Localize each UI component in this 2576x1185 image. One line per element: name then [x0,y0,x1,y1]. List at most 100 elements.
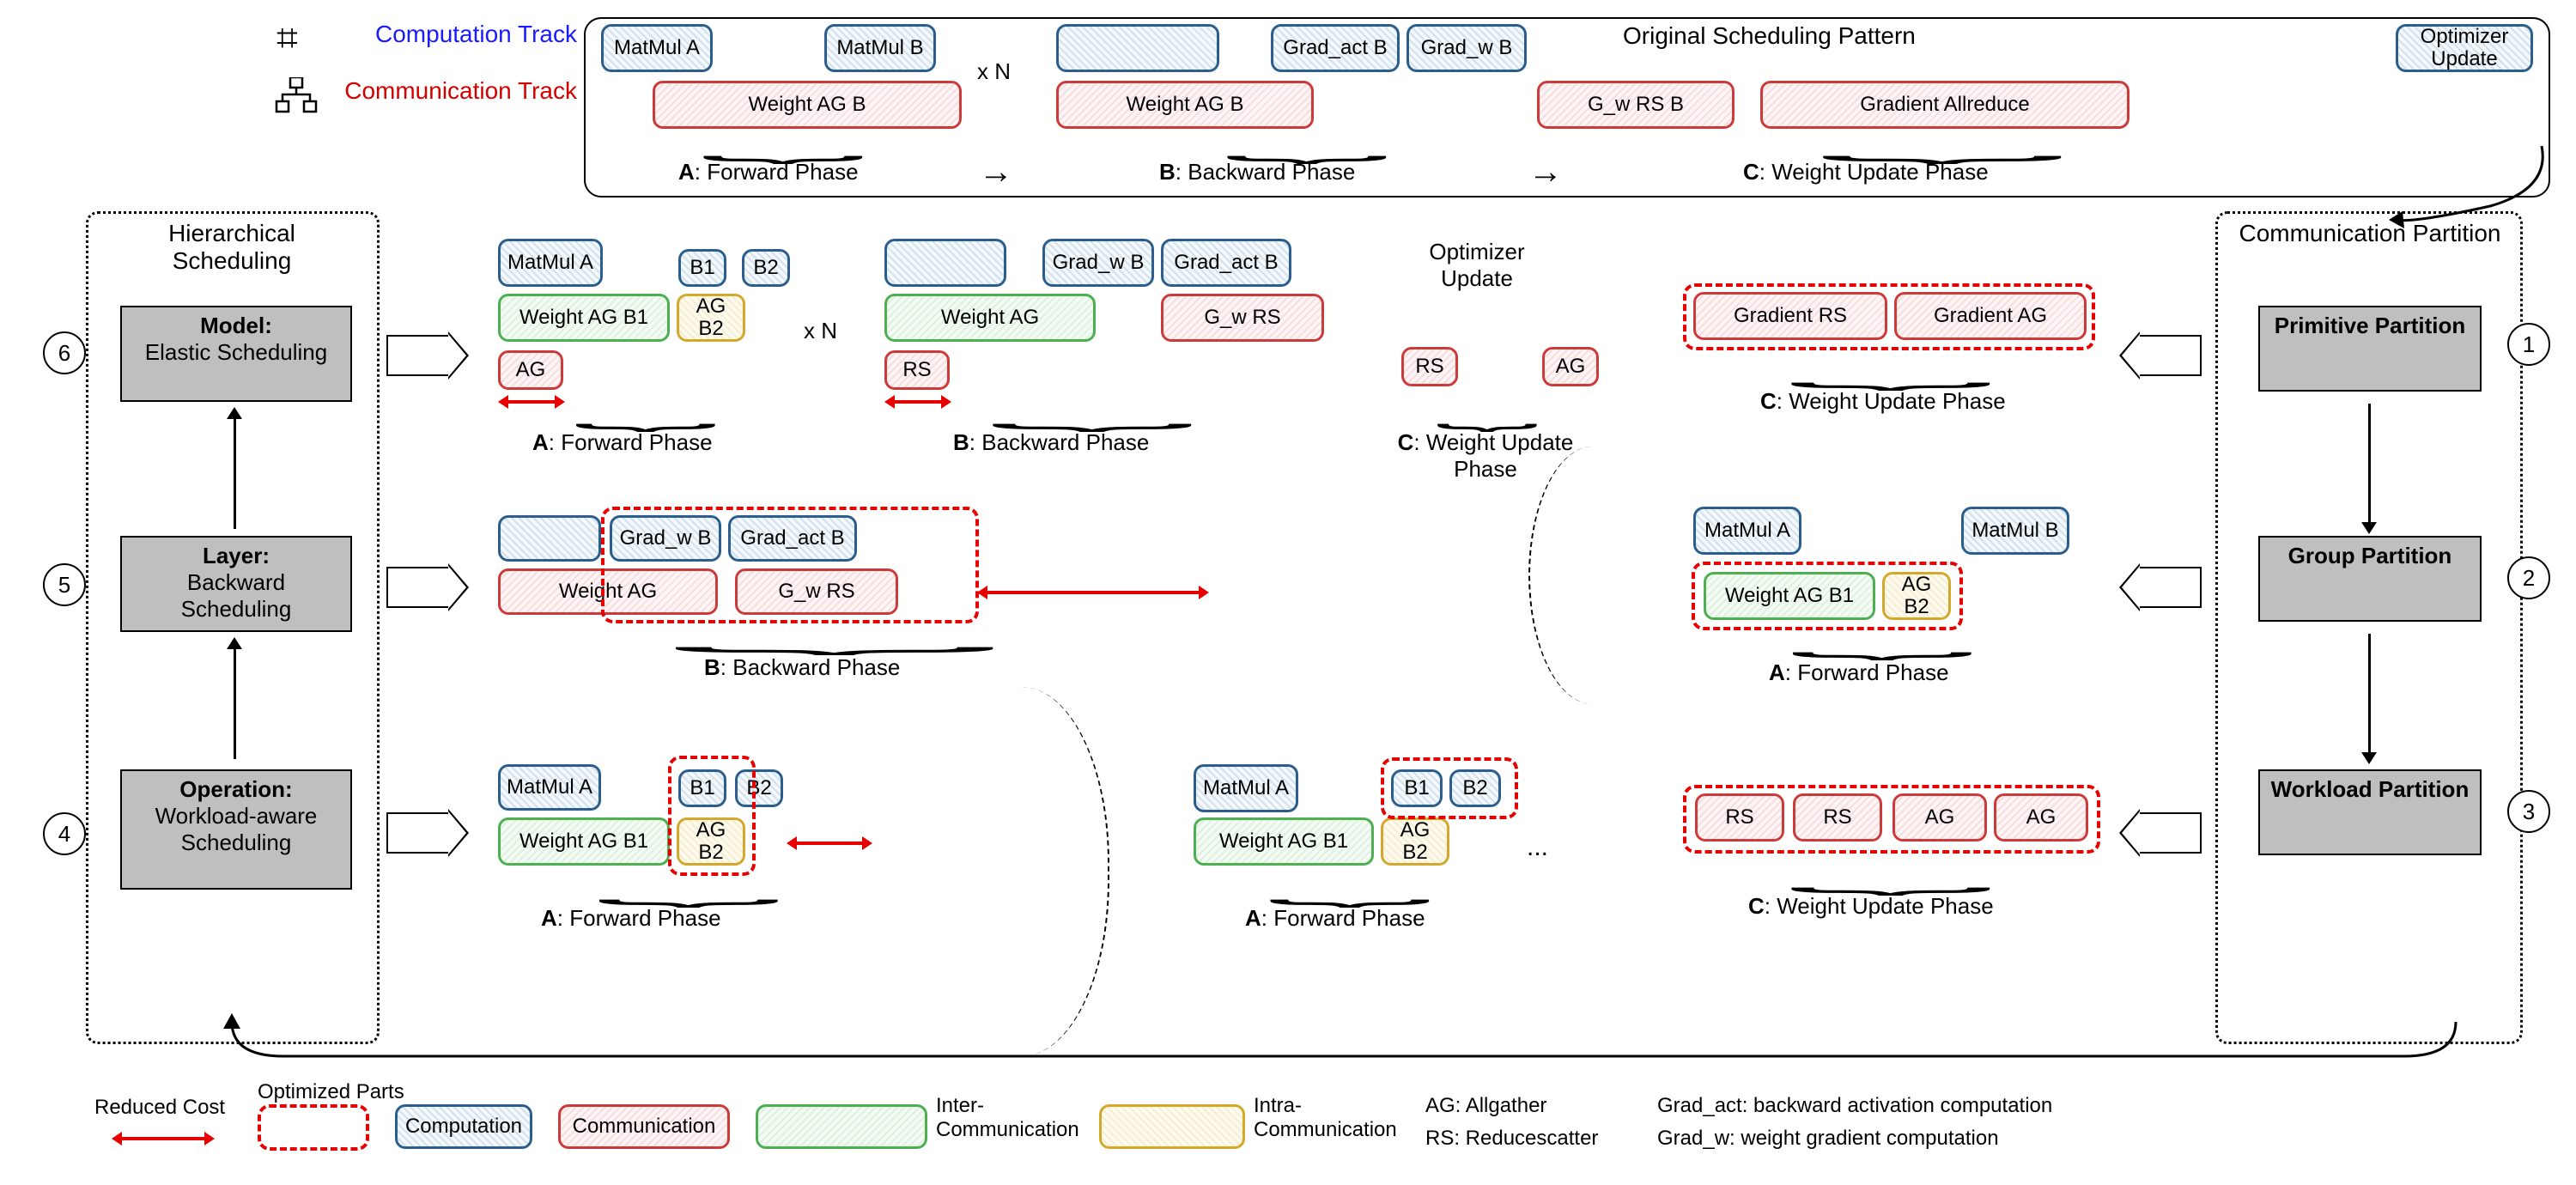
r3r-ag2: AG [1994,793,2088,842]
r1-pa: A: Forward Phase [532,429,713,456]
brace-icon: ⏟ [1224,124,1389,162]
leg-reduced: Reduced Cost [94,1096,225,1120]
brace-icon: ⏟ [574,392,718,430]
leg-comp: Computation [395,1104,532,1149]
brace-icon: ⏟ [1788,350,1994,389]
layer-box: Layer:Backward Scheduling [120,536,352,632]
r3r-ag1: AG [1893,793,1987,842]
left-panel-title: Hierarchical Scheduling [146,220,318,275]
brace-icon: ⏟ [1819,124,2066,162]
r1-pb: B: Backward Phase [953,429,1149,456]
orig-comp-blank [1056,24,1219,72]
r1-ag-b2: AG B2 [677,294,745,342]
r3l-matmul-a: MatMul A [498,764,601,811]
redcost [986,591,1200,594]
orig-phase-b: B: Backward Phase [1159,159,1355,185]
leg-intra [1099,1104,1245,1149]
orig-grad-w: Grad_w B [1406,24,1527,72]
leg-opt-t: Optimized Parts [258,1080,404,1104]
r3m-wag-b1: Weight AG B1 [1194,817,1374,866]
orig-grad-act: Grad_act B [1271,24,1400,72]
track-comp-label: Computation Track [319,21,577,48]
flow-arrow [2387,137,2559,232]
r1-b1: B1 [678,249,726,287]
r3r-rs1: RS [1695,793,1784,842]
opt-dash [668,756,756,876]
redcost [893,400,943,404]
leg-gact: Grad_act: backward activation computatio… [1657,1094,2052,1118]
r1-pc2: C: Weight Update Phase [1760,388,2006,415]
r3r-rs2: RS [1793,793,1882,842]
circle-4: 4 [43,812,86,855]
brace-icon: ⏟ [670,615,999,653]
track-comm-label: Communication Track [319,77,577,105]
orig-phase-a: A: Forward Phase [678,159,859,185]
vline [2368,404,2371,524]
r1-ag2: AG [1542,347,1599,386]
opt-dash [1381,757,1518,819]
leg-intra-t: Intra-Communication [1254,1094,1425,1142]
orig-opt-upd: Optimizer Update [2396,24,2533,72]
r1-ag: AG [498,350,563,390]
leg-redcost [120,1137,206,1140]
opt-dash [601,507,979,623]
r3l-wag-b1: Weight AG B1 [498,817,670,866]
r2l-phase: B: Backward Phase [704,654,900,681]
brace-icon: ⏟ [989,392,1195,430]
r1-wag: Weight AG [884,294,1096,342]
r1-gradrs: Gradient RS [1693,292,1887,340]
circle-5: 5 [43,563,86,606]
leg-ag: AG: Allgather [1425,1094,1546,1118]
brace-icon: ⏟ [701,124,866,162]
vline [234,417,236,529]
arrow-icon: → [979,153,1013,191]
workload-box: Workload Partition [2258,769,2482,855]
redcost [795,842,864,845]
vline [2368,634,2371,754]
chip-icon: ⌗ [276,17,298,60]
orig-gwrs: G_w RS B [1537,81,1735,129]
r1-gradact: Grad_act B [1161,239,1291,287]
r1-gradw: Grad_w B [1042,239,1154,287]
r1-gradag: Gradient AG [1894,292,2087,340]
arrow-icon [2138,335,2202,376]
r1-gwrs: G_w RS [1161,294,1324,342]
primitive-box: Primitive Partition [2258,306,2482,392]
orig-title: Original Scheduling Pattern [1623,22,1916,50]
circle-1: 1 [2507,323,2550,366]
flow-arrow [86,893,2542,1065]
r1-rs: RS [884,350,950,390]
leg-opt [258,1104,369,1151]
arrow-icon [386,335,450,376]
network-icon [275,77,318,121]
orig-phase-c: C: Weight Update Phase [1743,159,1989,185]
leg-inter-t: Inter-Communication [936,1094,1108,1142]
r3m-matmul-a: MatMul A [1194,764,1298,812]
arrow-icon [2138,567,2202,608]
orig-matmul-b: MatMul B [824,24,936,72]
arrow-icon [386,812,450,854]
r1-rs2: RS [1401,347,1458,386]
operation-box: Operation:Workload-aware Scheduling [120,769,352,890]
vline [234,647,236,759]
r1-optupd: Optimizer Update [1400,239,1554,292]
arrow-icon [2138,812,2202,854]
redcost [507,400,556,404]
dots: ... [1527,833,1548,862]
circle-3: 3 [2507,790,2550,833]
leg-comm: Communication [558,1104,730,1149]
leg-gw: Grad_w: weight gradient computation [1657,1127,1999,1151]
r2r-matmul-a: MatMul A [1693,507,1801,555]
dash-curve [1528,447,1616,704]
r2r-matmul-b: MatMul B [1961,507,2069,555]
brace-icon: ⏟ [1436,392,1539,430]
orig-matmul-a: MatMul A [601,24,713,72]
r1-matmul-a: MatMul A [498,239,603,287]
orig-xn: x N [977,58,1011,85]
orig-allreduce: Gradient Allreduce [1760,81,2129,129]
r1-wag-b1: Weight AG B1 [498,294,670,342]
r1-b2: B2 [742,249,790,287]
orig-wag-b2: Weight AG B [1056,81,1314,129]
r3m-ag-b2: AG B2 [1381,817,1449,866]
r2l-blank [498,515,601,562]
